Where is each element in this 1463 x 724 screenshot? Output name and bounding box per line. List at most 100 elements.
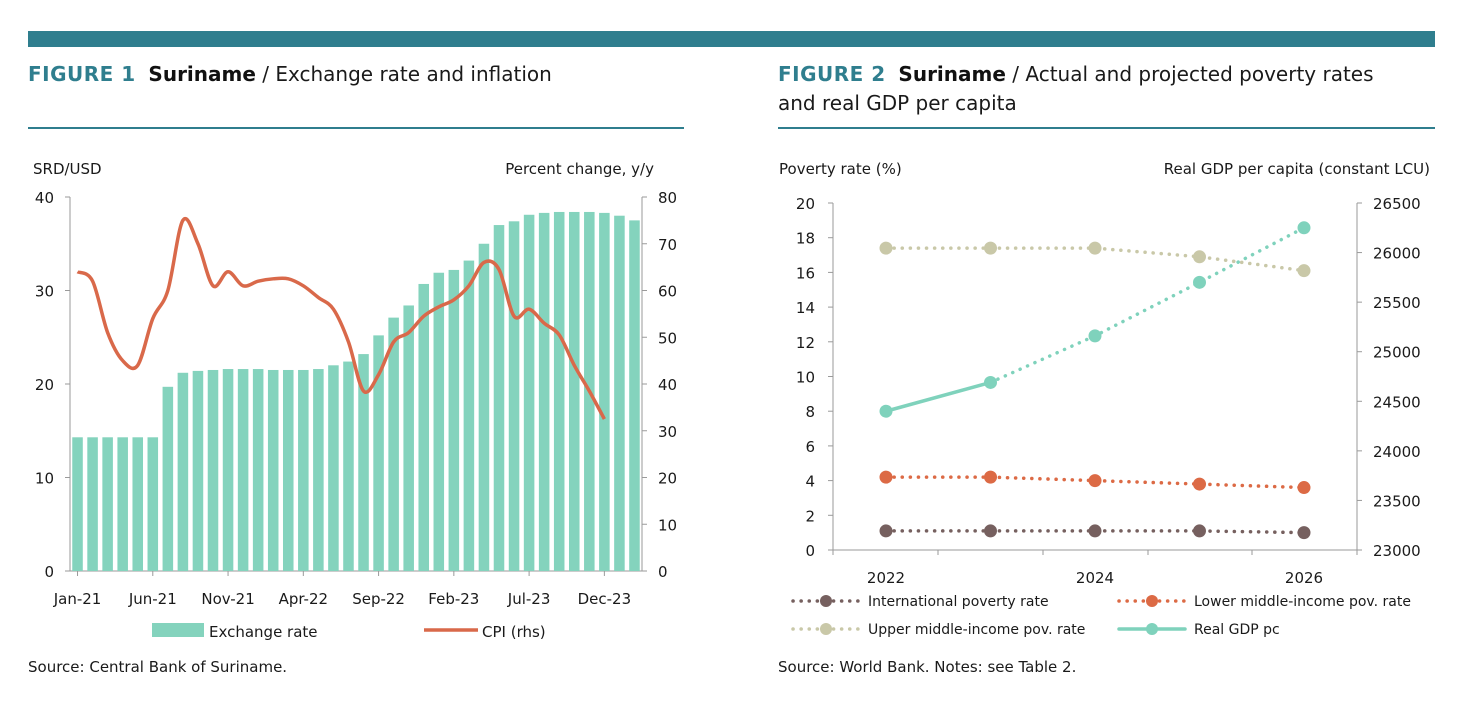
exchange-rate-bar xyxy=(523,214,535,571)
exchange-rate-bar xyxy=(252,369,264,571)
exchange-rate-bar xyxy=(222,369,234,571)
upper-middle-income-poverty-point xyxy=(1297,264,1311,278)
exchange-rate-bar xyxy=(177,372,189,571)
chart-exchange-rate-inflation: SRD/USD Percent change, y/y 0 10 20 30 40 0 10 20… xyxy=(33,160,677,641)
y-tick-left-label: 14 xyxy=(796,299,815,317)
legend-lower-middle-income-poverty-label: Lower middle-income pov. rate xyxy=(1194,594,1411,610)
exchange-rate-bar xyxy=(282,369,294,571)
lower-middle-income-poverty-point xyxy=(1297,481,1311,495)
y-tick-right-label: 25500 xyxy=(1373,294,1421,312)
y-tick-left-label: 40 xyxy=(35,189,54,207)
y-tick-right-label: 30 xyxy=(658,423,677,441)
figure-1-country: Suriname xyxy=(148,62,256,86)
y-tick-right-label: 40 xyxy=(658,376,677,394)
y-tick-right-label: 23000 xyxy=(1373,542,1421,560)
y-tick-left-label: 20 xyxy=(35,376,54,394)
exchange-rate-bar xyxy=(132,437,144,571)
real-gdp-pc-line-actual xyxy=(885,380,991,413)
exchange-rate-bar xyxy=(403,305,414,571)
x-tick-label: Jan-21 xyxy=(53,590,102,608)
figure-1-title-text: / Exchange rate and inflation xyxy=(255,62,552,86)
international-poverty-point xyxy=(984,524,997,538)
chart-poverty-gdp: Poverty rate (%) Real GDP per capita (con… xyxy=(779,160,1430,638)
x-tick-label: Jul-23 xyxy=(507,590,551,608)
exchange-rate-bar xyxy=(87,437,98,571)
y-tick-right-label: 50 xyxy=(658,329,677,347)
figure-2-title-text: / Actual and projected poverty rates xyxy=(1005,62,1374,86)
y-tick-right-label: 25000 xyxy=(1373,344,1421,362)
y-tick-right-label: 24000 xyxy=(1373,443,1421,461)
real-gdp-pc-line-projected xyxy=(988,226,1306,385)
figure-2-title: FIGURE 2 Suriname / Actual and projected… xyxy=(778,60,1435,118)
y-tick-left-label: 16 xyxy=(796,264,815,282)
y-axis-left-title: SRD/USD xyxy=(33,160,102,178)
y-tick-left-label: 4 xyxy=(805,473,815,491)
y-tick-left-label: 6 xyxy=(805,438,815,456)
y-tick-right-label: 80 xyxy=(658,189,677,207)
real-gdp-pc-point xyxy=(984,375,997,389)
exchange-rate-bar xyxy=(433,272,445,571)
x-tick-label: Nov-21 xyxy=(201,590,254,608)
y-tick-left-label: 30 xyxy=(35,283,54,301)
x-tick-label: 2024 xyxy=(1076,569,1114,587)
y-axis-left-title: Poverty rate (%) xyxy=(779,160,902,178)
figure-1-number: FIGURE 1 xyxy=(28,62,136,86)
exchange-rate-bar xyxy=(553,211,565,571)
real-gdp-pc-point xyxy=(1297,221,1311,235)
exchange-rate-bar xyxy=(373,335,384,571)
real-gdp-pc-point xyxy=(1193,275,1206,289)
exchange-rate-bar xyxy=(237,369,249,571)
y-tick-left-label: 0 xyxy=(805,542,815,560)
y-tick-right-label: 26500 xyxy=(1373,195,1421,213)
exchange-rate-bar xyxy=(102,437,113,571)
y-axis-right-title: Percent change, y/y xyxy=(505,160,654,178)
exchange-rate-bar xyxy=(508,221,520,571)
figure-1-source: Source: Central Bank of Suriname. xyxy=(28,658,288,676)
upper-middle-income-poverty-point xyxy=(1088,241,1102,255)
legend-cpi-label: CPI (rhs) xyxy=(482,623,546,641)
y-tick-right-label: 23500 xyxy=(1373,492,1421,510)
exchange-rate-bar xyxy=(72,437,83,571)
figure-2-header: FIGURE 2 Suriname / Actual and projected… xyxy=(778,60,1435,129)
x-tick-label: Dec-23 xyxy=(578,590,632,608)
figure-2-country: Suriname xyxy=(898,62,1006,86)
figure-2-title-line2: and real GDP per capita xyxy=(778,91,1017,115)
legend-exchange-rate-swatch xyxy=(152,623,204,637)
y-axis-right-title: Real GDP per capita (constant LCU) xyxy=(1164,160,1430,178)
x-tick-label: 2022 xyxy=(867,569,905,587)
x-tick-label: 2026 xyxy=(1285,569,1323,587)
y-tick-right-label: 26000 xyxy=(1373,245,1421,263)
legend-real-gdp-pc-label: Real GDP pc xyxy=(1194,622,1280,638)
y-tick-left-label: 0 xyxy=(44,563,54,581)
lower-middle-income-poverty-point xyxy=(984,470,997,484)
exchange-rate-bar xyxy=(493,225,505,572)
exchange-rate-bar xyxy=(478,243,490,571)
exchange-rate-bar xyxy=(358,354,369,571)
legend-real-gdp-pc-marker xyxy=(1146,623,1158,635)
international-poverty-point xyxy=(1193,524,1206,538)
y-tick-right-label: 0 xyxy=(658,563,668,581)
x-tick-label: Sep-22 xyxy=(352,590,405,608)
exchange-rate-bar xyxy=(343,361,354,571)
y-tick-left-label: 2 xyxy=(805,507,815,525)
x-tick-label: Feb-23 xyxy=(428,590,479,608)
exchange-rate-bar xyxy=(538,212,550,571)
top-accent-bar xyxy=(28,31,1435,47)
exchange-rate-bar xyxy=(298,369,309,571)
legend-international-poverty-marker xyxy=(820,595,832,607)
real-gdp-pc-point xyxy=(879,404,893,418)
legend-exchange-rate-label: Exchange rate xyxy=(209,623,318,641)
exchange-rate-bar xyxy=(267,369,279,571)
exchange-rate-bar xyxy=(117,437,128,571)
figure-2-number: FIGURE 2 xyxy=(778,62,886,86)
exchange-rate-bar xyxy=(192,370,204,571)
exchange-rate-bar xyxy=(328,365,339,571)
y-tick-left-label: 8 xyxy=(805,403,815,421)
figure-2-rule xyxy=(778,127,1435,129)
y-tick-right-label: 20 xyxy=(658,470,677,488)
y-tick-left-label: 12 xyxy=(796,334,815,352)
legend-lower-middle-income-poverty-marker xyxy=(1146,595,1158,607)
y-tick-left-label: 10 xyxy=(35,470,54,488)
real-gdp-pc-point xyxy=(1088,329,1102,343)
exchange-rate-bar xyxy=(568,211,580,571)
